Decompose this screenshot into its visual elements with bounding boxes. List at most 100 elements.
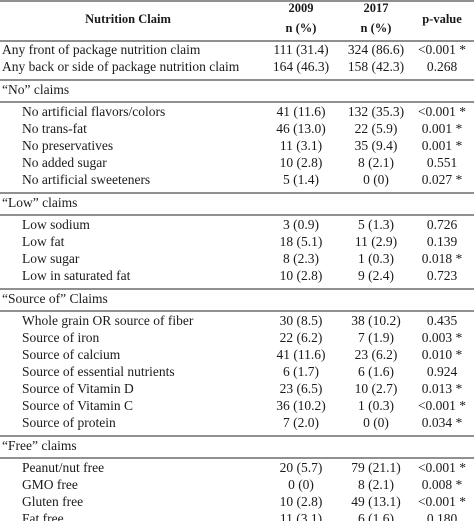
row-label: Low sugar (22, 251, 80, 266)
row-label: Whole grain OR source of fiber (22, 313, 194, 328)
cell: 0.001 * (422, 121, 463, 136)
header-pvalue: p-value (422, 12, 462, 26)
row-label: Source of calcium (22, 347, 121, 362)
cell: 0.010 * (422, 347, 463, 362)
row-label: Any front of package nutrition claim (2, 42, 201, 57)
cell: 10 (2.8) (280, 268, 323, 283)
row-label: No preservatives (22, 138, 113, 153)
cell: 0.003 * (422, 330, 463, 345)
cell: 23 (6.5) (280, 381, 323, 396)
row-label: Source of Vitamin C (22, 398, 133, 413)
cell: 11 (3.1) (280, 138, 322, 153)
cell: <0.001 * (418, 494, 466, 509)
cell: 35 (9.4) (355, 138, 398, 153)
cell: 0.551 (427, 155, 457, 170)
cell: 22 (6.2) (280, 330, 323, 345)
cell: 46 (13.0) (276, 121, 326, 136)
cell: 41 (11.6) (277, 347, 326, 362)
row-label: Gluten free (22, 494, 83, 509)
cell: 6 (1.7) (283, 364, 319, 379)
cell: 0 (0) (288, 477, 314, 492)
cell: 0.018 * (422, 251, 463, 266)
cell: 0.013 * (422, 381, 463, 396)
cell: 9 (2.4) (358, 268, 394, 283)
cell: 11 (2.9) (355, 234, 397, 249)
cell: <0.001 * (418, 398, 466, 413)
row-label: Low fat (22, 234, 65, 249)
row-label: Any back or side of package nutrition cl… (2, 59, 240, 74)
cell: 7 (1.9) (358, 330, 394, 345)
row-label: Low sodium (22, 217, 90, 232)
cell: 0 (0) (363, 172, 389, 187)
header-year: 2009 (289, 1, 314, 15)
cell: 30 (8.5) (280, 313, 323, 328)
cell: 20 (5.7) (280, 460, 323, 475)
cell: 0.268 (427, 59, 458, 74)
cell: 0.435 (427, 313, 458, 328)
cell: 8 (2.3) (283, 251, 319, 266)
row-label: Fat free (22, 511, 64, 521)
cell: 158 (42.3) (348, 59, 404, 74)
cell: 10 (2.8) (280, 155, 323, 170)
cell: <0.001 * (418, 104, 466, 119)
cell: 3 (0.9) (283, 217, 319, 232)
cell: 111 (31.4) (273, 42, 328, 57)
cell: 36 (10.2) (276, 398, 326, 413)
row-label: GMO free (22, 477, 78, 492)
row-label: Source of Vitamin D (22, 381, 134, 396)
cell: 49 (13.1) (351, 494, 401, 509)
row-label: No trans-fat (22, 121, 87, 136)
cell: 0 (0) (363, 415, 389, 430)
cell: 8 (2.1) (358, 155, 394, 170)
row-label: Peanut/nut free (22, 460, 104, 475)
header-unit: n (%) (361, 21, 392, 35)
section-title: “No” claims (2, 82, 69, 97)
cell: 6 (1.6) (358, 511, 394, 521)
cell: <0.001 * (418, 460, 466, 475)
row-label: Source of essential nutrients (22, 364, 175, 379)
cell: 79 (21.1) (351, 460, 401, 475)
cell: 18 (5.1) (280, 234, 323, 249)
header-unit: n (%) (286, 21, 317, 35)
row-label: Source of iron (22, 330, 99, 345)
row-label: Source of protein (22, 415, 116, 430)
cell: 0.723 (427, 268, 458, 283)
cell: <0.001 * (418, 42, 466, 57)
cell: 5 (1.3) (358, 217, 394, 232)
cell: 0.027 * (422, 172, 463, 187)
cell: 0.180 (427, 511, 458, 521)
row-label: Low in saturated fat (22, 268, 131, 283)
cell: 132 (35.3) (348, 104, 404, 119)
cell: 0.726 (427, 217, 458, 232)
cell: 324 (86.6) (348, 42, 404, 57)
cell: 1 (0.3) (358, 251, 394, 266)
section-title: “Free” claims (2, 438, 77, 453)
section-title: “Source of” Claims (2, 291, 108, 306)
cell: 38 (10.2) (351, 313, 401, 328)
cell: 10 (2.8) (280, 494, 323, 509)
cell: 7 (2.0) (283, 415, 319, 430)
cell: 1 (0.3) (358, 398, 394, 413)
row-label: No added sugar (22, 155, 107, 170)
section-title: “Low” claims (2, 195, 77, 210)
header-claim: Nutrition Claim (85, 12, 171, 26)
cell: 41 (11.6) (277, 104, 326, 119)
cell: 0.001 * (422, 138, 463, 153)
cell: 0.924 (427, 364, 458, 379)
header-year: 2017 (364, 1, 389, 15)
cell: 6 (1.6) (358, 364, 394, 379)
cell: 0.034 * (422, 415, 463, 430)
cell: 10 (2.7) (355, 381, 398, 396)
cell: 23 (6.2) (355, 347, 398, 362)
cell: 11 (3.1) (280, 511, 322, 521)
cell: 8 (2.1) (358, 477, 394, 492)
cell: 22 (5.9) (355, 121, 398, 136)
cell: 164 (46.3) (273, 59, 329, 74)
row-label: No artificial flavors/colors (22, 104, 165, 119)
cell: 5 (1.4) (283, 172, 319, 187)
row-label: No artificial sweeteners (22, 172, 150, 187)
cell: 0.139 (427, 234, 458, 249)
cell: 0.008 * (422, 477, 463, 492)
